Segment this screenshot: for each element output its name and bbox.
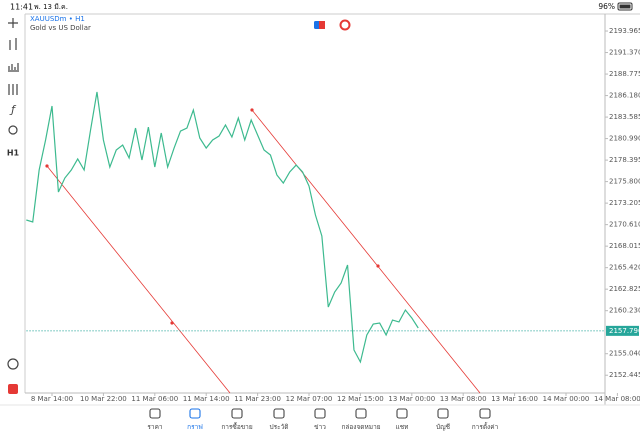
- nav-icon[interactable]: [396, 408, 408, 419]
- function-tool[interactable]: ƒ: [9, 103, 17, 116]
- trendline-handle: [250, 108, 254, 112]
- y-tick-label: 2162.825: [609, 285, 640, 293]
- nav-icon[interactable]: [189, 408, 201, 419]
- x-tick-label: 14 Mar 00:00: [543, 395, 590, 403]
- x-tick-label: 11 Mar 14:00: [183, 395, 230, 403]
- y-tick-label: 2152.445: [609, 371, 640, 379]
- y-tick-label: 2188.775: [609, 70, 640, 78]
- y-tick-label: 2155.040: [609, 350, 640, 358]
- nav-icon[interactable]: [437, 408, 449, 419]
- chart-type-tool[interactable]: [9, 38, 17, 50]
- status-time: 11:41: [10, 3, 33, 12]
- objects-tool[interactable]: [8, 84, 18, 95]
- nav-icon[interactable]: [479, 408, 491, 419]
- indicators-tool[interactable]: [8, 63, 19, 72]
- y-tick-label: 2193.965: [609, 27, 640, 35]
- nav-label[interactable]: กล่องจดหมาย: [341, 423, 380, 431]
- trade-button[interactable]: [8, 384, 18, 394]
- status-date: พ. 13 มี.ค.: [34, 3, 68, 11]
- timeframe-button[interactable]: H1: [7, 149, 20, 158]
- y-tick-label: 2178.395: [609, 156, 640, 164]
- nav-label[interactable]: ราคา: [147, 423, 162, 431]
- trendlines: [45, 108, 481, 394]
- current-price-box: [606, 325, 639, 336]
- price-line: [26, 91, 419, 364]
- nav-label[interactable]: แชท: [396, 423, 409, 431]
- current-price-label: 2157.796: [609, 327, 640, 335]
- x-tick-label: 12 Mar 07:00: [286, 395, 333, 403]
- symbol: XAUUSDm • H1: [30, 15, 85, 23]
- trendline-handle: [45, 164, 49, 168]
- x-tick-label: 12 Mar 15:00: [337, 395, 384, 403]
- x-tick-label: 11 Mar 06:00: [131, 395, 178, 403]
- x-tick-label: 14 Mar 08:00: [594, 395, 640, 403]
- nav-label[interactable]: กราฟ: [187, 423, 203, 431]
- nav-label[interactable]: การซื้อขาย: [221, 422, 252, 431]
- crosshair-tool[interactable]: [8, 18, 18, 28]
- y-tick-label: 2173.205: [609, 199, 640, 207]
- x-tick-label: 10 Mar 22:00: [80, 395, 127, 403]
- y-tick-label: 2170.610: [609, 221, 640, 229]
- nav-icon[interactable]: [314, 408, 326, 419]
- x-tick-label: 11 Mar 23:00: [234, 395, 281, 403]
- y-tick-label: 2160.230: [609, 307, 640, 315]
- y-tick-label: 2183.585: [609, 113, 640, 121]
- trendline-handle: [376, 264, 380, 268]
- nav-label[interactable]: ข่าว: [314, 423, 326, 431]
- trendline: [46, 165, 231, 394]
- nav-icon[interactable]: [231, 408, 243, 419]
- left-toolbar: ƒ H1: [7, 18, 20, 394]
- y-tick-label: 2165.420: [609, 264, 640, 272]
- trendline-handle: [170, 321, 174, 325]
- search-tool[interactable]: [8, 125, 18, 135]
- battery-icon: [617, 2, 633, 11]
- x-tick-label: 8 Mar 14:00: [31, 395, 73, 403]
- symbol-description: Gold vs US Dollar: [30, 24, 91, 32]
- nav-icon[interactable]: [355, 408, 367, 419]
- battery-fill: [619, 4, 631, 9]
- y-tick-label: 2175.800: [609, 178, 640, 186]
- nav-icon[interactable]: [273, 408, 285, 419]
- y-tick-label: 2168.015: [609, 242, 640, 250]
- y-tick-label: 2180.990: [609, 135, 640, 143]
- y-tick-label: 2191.370: [609, 49, 640, 57]
- x-tick-label: 13 Mar 16:00: [491, 395, 538, 403]
- trendline: [251, 109, 481, 394]
- speed-tool[interactable]: [7, 358, 19, 370]
- x-tick-label: 13 Mar 08:00: [440, 395, 487, 403]
- bottom-nav: ราคา กราฟ การซื้อขาย ประวัติ ข่าว กล่องจดหมาย…: [147, 408, 499, 431]
- y-tick-label: 2186.180: [609, 92, 640, 100]
- status-battery: 96%: [598, 2, 615, 11]
- buy-button[interactable]: [319, 21, 325, 29]
- nav-label[interactable]: การตั้งค่า: [472, 422, 499, 431]
- nav-label[interactable]: ประวัติ: [270, 423, 289, 431]
- one-click-icon[interactable]: [339, 19, 351, 31]
- nav-label[interactable]: บัญชี: [436, 423, 451, 431]
- nav-icon[interactable]: [149, 408, 161, 419]
- x-tick-label: 13 Mar 00:00: [388, 395, 435, 403]
